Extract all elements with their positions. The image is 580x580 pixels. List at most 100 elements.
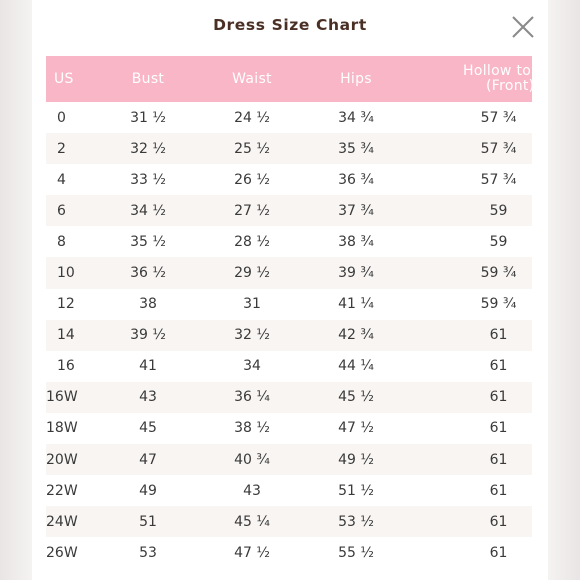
column-header-hips: Hips [340,70,372,87]
hollow-to-hem-cell-wrap: 61 [408,382,532,413]
table-row: 24W 51 45 ¼ 53 ½ 61 [46,506,532,538]
hollow-to-hem-cell: 61 [489,544,508,561]
hollow-to-hem-cell-wrap: 61 [408,537,532,568]
hollow-to-hem-cell-wrap: 61 [408,444,532,475]
table-header-row: US Bust Waist Hips Hollow to H (Front) [46,56,532,102]
waist-cell: 36 ¼ [234,389,270,406]
waist-cell: 24 ½ [234,109,270,126]
us-size-cell: 0 [57,109,66,126]
bust-cell: 41 [139,358,157,375]
waist-cell: 43 [243,482,261,499]
us-size-cell: 20W [46,451,78,468]
hips-cell: 34 ¾ [338,109,374,126]
hollow-to-hem-cell: 61 [489,513,508,530]
hips-cell: 47 ½ [338,420,374,437]
hips-cell: 55 ½ [338,544,374,561]
waist-cell: 34 [243,358,261,375]
bust-cell: 33 ½ [130,171,166,188]
hollow-to-hem-cell: 57 ¾ [480,140,517,157]
waist-cell: 29 ½ [234,265,270,282]
hips-cell: 49 ½ [338,451,374,468]
hips-cell: 36 ¾ [338,171,374,188]
hollow-to-hem-cell: 61 [489,482,508,499]
table-row: 12 38 31 41 ¼ 59 ¾ [46,288,532,320]
hollow-to-hem-cell-wrap: 59 [408,226,532,257]
waist-cell: 26 ½ [234,171,270,188]
column-header-bust: Bust [131,70,165,87]
waist-cell: 47 ½ [234,544,270,561]
bust-cell: 36 ½ [130,265,166,282]
hollow-to-hem-cell: 59 ¾ [480,296,517,313]
hollow-to-hem-cell-wrap: 59 ¾ [408,289,532,320]
bust-cell: 51 [139,513,157,530]
hips-cell: 35 ¾ [338,140,374,157]
waist-cell: 45 ¼ [234,513,270,530]
hollow-to-hem-cell-wrap: 57 ¾ [408,102,532,133]
waist-cell: 27 ½ [234,202,270,219]
us-size-cell: 22W [46,482,78,499]
table-row: 0 31 ½ 24 ½ 34 ¾ 57 ¾ [46,102,532,134]
table-row: 2 32 ½ 25 ½ 35 ¾ 57 ¾ [46,133,532,165]
close-icon[interactable] [510,14,536,40]
hollow-to-hem-cell-wrap: 59 ¾ [408,257,532,288]
us-size-cell: 16 [57,358,75,375]
hollow-to-hem-cell-wrap: 57 ¾ [408,164,532,195]
hips-cell: 44 ¼ [338,358,374,375]
table-row: 10 36 ½ 29 ½ 39 ¾ 59 ¾ [46,257,532,289]
hips-cell: 45 ½ [338,389,374,406]
waist-cell: 38 ½ [234,420,270,437]
table-row: 18W 45 38 ½ 47 ½ 61 [46,412,532,445]
bust-cell: 47 [139,451,157,468]
hips-cell: 41 ¼ [338,296,374,313]
waist-cell: 25 ½ [234,140,270,157]
table-row: 8 35 ½ 28 ½ 38 ¾ 59 [46,226,532,258]
us-size-cell: 4 [57,171,66,188]
us-size-cell: 6 [57,202,66,219]
us-size-cell: 2 [57,140,66,157]
table-row: 4 33 ½ 26 ½ 36 ¾ 57 ¾ [46,164,532,196]
us-size-cell: 24W [46,513,78,530]
us-size-cell: 18W [46,420,78,437]
table-row: 20W 47 40 ¾ 49 ½ 61 [46,444,532,476]
bust-cell: 53 [139,544,157,561]
waist-cell: 28 ½ [234,233,270,250]
modal-title: Dress Size Chart [213,16,367,34]
hollow-to-hem-cell-wrap: 61 [408,320,532,351]
us-size-cell: 8 [57,233,66,250]
hollow-to-hem-cell: 61 [489,389,508,406]
hips-cell: 38 ¾ [338,233,374,250]
column-header-hollow-to-hem-line1: Hollow to H [463,63,532,79]
hollow-to-hem-cell: 57 ¾ [480,171,517,188]
column-header-hollow-to-hem-line2: (Front) [486,78,532,94]
bust-cell: 34 ½ [130,202,166,219]
hollow-to-hem-cell: 57 ¾ [480,109,517,126]
table-row: 26W 53 47 ½ 55 ½ 61 [46,537,532,569]
table-row: 16 41 34 44 ¼ 61 [46,350,532,382]
size-chart-modal: Dress Size Chart US Bust Waist Hips Holl… [32,0,548,580]
waist-cell: 40 ¾ [234,451,270,468]
hips-cell: 53 ½ [338,513,374,530]
column-header-us: US [54,70,74,87]
hollow-to-hem-cell-wrap: 61 [408,413,532,444]
hips-cell: 37 ¾ [338,202,374,219]
waist-cell: 32 ½ [234,327,270,344]
waist-cell: 31 [243,296,261,313]
column-header-waist: Waist [232,70,272,87]
table-row: 16W 43 36 ¼ 45 ½ 61 [46,381,532,413]
hollow-to-hem-cell-wrap: 57 ¾ [408,133,532,164]
hollow-to-hem-cell: 59 [489,233,508,250]
hollow-to-hem-cell-wrap: 59 [408,195,532,226]
hollow-to-hem-cell: 61 [489,451,508,468]
table-row: 22W 49 43 51 ½ 61 [46,475,532,507]
table-row: 6 34 ½ 27 ½ 37 ¾ 59 [46,195,532,227]
bust-cell: 38 [139,296,157,313]
bust-cell: 35 ½ [130,233,166,250]
hollow-to-hem-cell: 59 [489,202,508,219]
hips-cell: 42 ¾ [338,327,374,344]
bust-cell: 49 [139,482,157,499]
bust-cell: 31 ½ [130,109,166,126]
size-table-container[interactable]: US Bust Waist Hips Hollow to H (Front) 0… [46,56,532,580]
hips-cell: 39 ¾ [338,265,374,282]
hollow-to-hem-cell: 59 ¾ [480,265,517,282]
us-size-cell: 16W [46,389,78,406]
